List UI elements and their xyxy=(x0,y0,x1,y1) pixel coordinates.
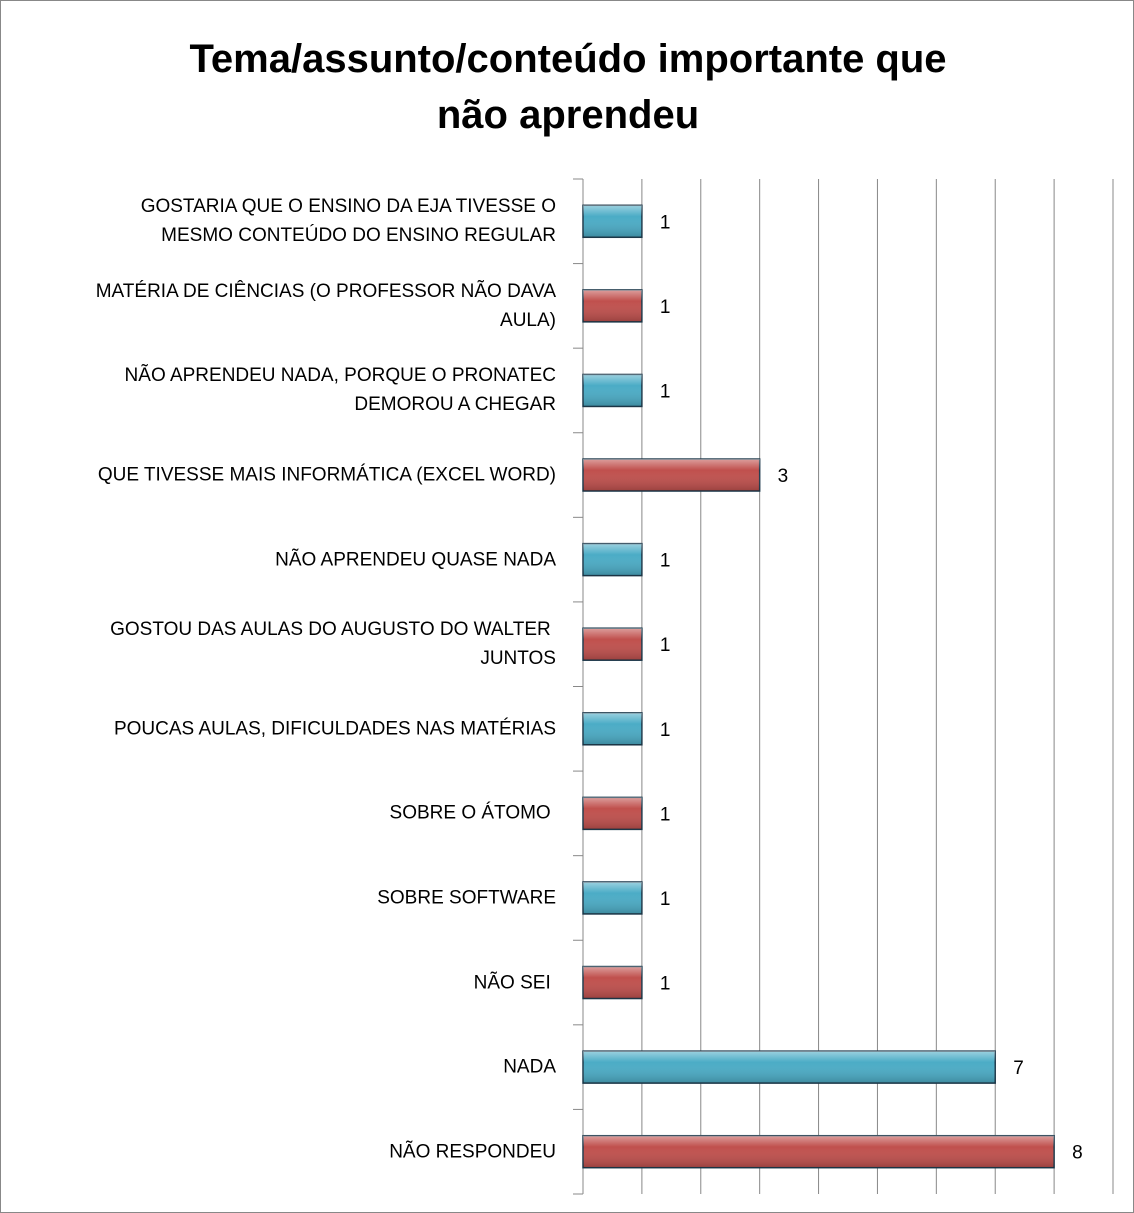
y-tick-label: SOBRE O ÁTOMO xyxy=(389,802,556,824)
bar-shine xyxy=(583,881,642,914)
y-tick-label: MATÉRIA DE CIÊNCIAS (O PROFESSOR NÃO DAV… xyxy=(95,280,556,331)
value-label: 1 xyxy=(660,974,671,995)
y-tick-label: GOSTARIA QUE O ENSINO DA EJA TIVESSE O M… xyxy=(140,196,556,247)
y-tick-label: NÃO RESPONDEU xyxy=(389,1141,556,1163)
value-label: 8 xyxy=(1072,1143,1083,1164)
bar-shine xyxy=(583,797,642,830)
y-tick-label: NÃO APRENDEU QUASE NADA xyxy=(275,549,556,571)
y-tick-label: SOBRE SOFTWARE xyxy=(377,887,556,909)
y-tick-label: NÃO APRENDEU NADA, PORQUE O PRONATEC DEM… xyxy=(124,365,556,416)
y-tick-label: POUCAS AULAS, DIFICULDADES NAS MATÉRIAS xyxy=(113,718,556,740)
bar-shine xyxy=(583,543,642,576)
bar-shine xyxy=(583,712,642,745)
y-tick-label: NÃO SEI xyxy=(473,972,556,994)
value-label: 1 xyxy=(660,381,671,402)
bar-shine xyxy=(583,205,642,238)
value-label: 1 xyxy=(660,212,671,233)
value-label: 1 xyxy=(660,551,671,572)
chart-title: Tema/assunto/conteúdo importante que não… xyxy=(189,37,947,137)
value-label: 7 xyxy=(1013,1058,1024,1079)
y-tick-label: GOSTOU DAS AULAS DO AUGUSTO DO WALTER JU… xyxy=(110,619,556,670)
y-tick-label: NADA xyxy=(503,1056,556,1078)
value-label: 1 xyxy=(660,804,671,825)
bar-shine xyxy=(583,1135,1055,1168)
bar-shine xyxy=(583,1051,996,1084)
y-tick-label: QUE TIVESSE MAIS INFORMÁTICA (EXCEL WORD… xyxy=(97,464,556,486)
value-label: 1 xyxy=(660,720,671,741)
bar-shine xyxy=(583,966,642,999)
value-label: 1 xyxy=(660,635,671,656)
bar-shine xyxy=(583,628,642,661)
bar-shine xyxy=(583,459,760,492)
value-label: 3 xyxy=(778,466,789,487)
value-label: 1 xyxy=(660,889,671,910)
value-label: 1 xyxy=(660,297,671,318)
bar-shine xyxy=(583,374,642,407)
bar-shine xyxy=(583,289,642,322)
